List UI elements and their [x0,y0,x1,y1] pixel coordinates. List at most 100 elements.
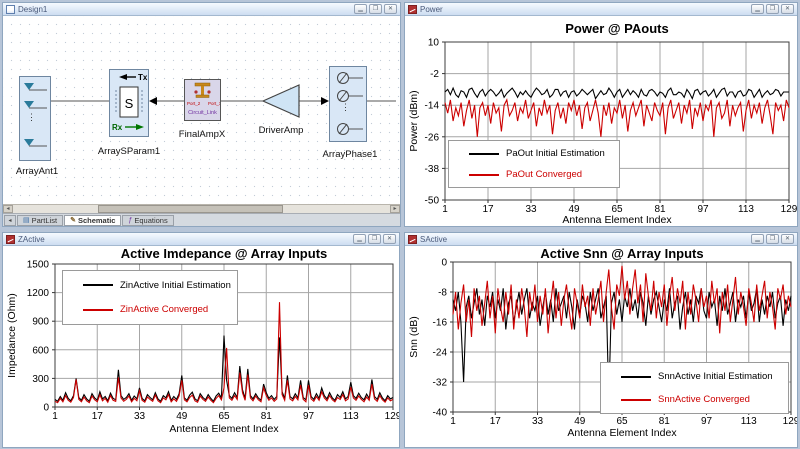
svg-text:1: 1 [450,416,456,427]
svg-text:17: 17 [490,416,502,427]
svg-text:Tx: Tx [138,73,148,82]
close-button[interactable]: ✕ [384,4,397,14]
component-array-ant1[interactable]: ⋮ [19,76,51,161]
svg-text:600: 600 [32,345,49,356]
design-doc-icon [6,4,15,14]
svg-text:49: 49 [176,411,188,422]
series-line [54,335,394,403]
chart-icon [6,234,15,244]
phase-shifter-array-icon [337,72,363,135]
minimize-button[interactable]: ▁ [353,234,366,244]
svg-text:-8: -8 [438,288,447,299]
svg-text:-14: -14 [425,101,440,112]
component-label: FinalAmpX [178,129,226,140]
svg-text:113: 113 [738,204,754,215]
zactive-legend[interactable]: ZinActive Initial Estimation ZinActive C… [62,270,238,325]
svg-text:1: 1 [52,411,58,422]
component-label: ArraySParam1 [97,146,161,157]
svg-text:Port_1: Port_1 [208,101,220,106]
minimize-button[interactable]: ▁ [751,234,764,244]
window-title: Power [420,4,443,14]
minimize-button[interactable]: ▁ [751,4,764,14]
svg-text:Rx: Rx [112,123,123,132]
sactive-window: SActive ▁ ❐ ✕ 1 17 33 49 65 81 97 113 129 0 -8 -16 -… [404,232,800,448]
component-label: ArrayPhase1 [322,149,378,160]
legend-label: SnnActive Converged [658,394,750,405]
series-line [54,302,394,404]
svg-text:129: 129 [783,416,797,427]
circuit-link-icon: Port_2 Port_1 Circuit_Link [187,82,222,116]
svg-text:81: 81 [261,411,273,422]
zactive-window: ZActive ▁ ❐ ✕ 1 17 33 49 65 81 97 113 129 1500 120… [2,232,402,448]
x-axis-label: Antenna Element Index [567,427,677,439]
tab-label: Schematic [77,215,116,225]
restore-button[interactable]: ❐ [766,234,779,244]
power-window: Power ▁ ❐ ✕ 1 17 33 49 65 81 97 113 129 10 -2 -14 -2… [404,2,798,227]
chart-title: Active Imdepance @ Array Inputs [121,246,328,261]
svg-text:-38: -38 [425,164,440,175]
svg-text:0: 0 [43,403,49,414]
restore-button[interactable]: ❐ [369,4,382,14]
restore-button[interactable]: ❐ [766,4,779,14]
scroll-thumb[interactable] [98,205,283,213]
svg-text:Port_2: Port_2 [187,101,201,106]
svg-text:65: 65 [218,411,230,422]
component-array-sparam1[interactable]: Tx S Rx [109,69,149,137]
legend-label: ZinActive Converged [120,304,209,316]
legend-row: PaOut Initial Estimation [469,148,619,159]
schematic-pencil-icon: ✎ [70,216,76,224]
svg-text:1500: 1500 [27,260,50,271]
legend-line-initial [621,375,651,378]
tab-equations[interactable]: ƒ Equations [122,215,174,226]
svg-text:65: 65 [616,416,628,427]
svg-text:113: 113 [741,416,757,427]
legend-label: ZinActive Initial Estimation [120,279,231,291]
svg-text:33: 33 [134,411,146,422]
wire-arrow-into-sparam [149,97,157,105]
close-button[interactable]: ✕ [781,4,794,14]
y-axis-label: Snn (dB) [408,316,420,357]
window-title: ZActive [18,234,45,244]
restore-button[interactable]: ❐ [368,234,381,244]
equations-icon: ƒ [128,216,133,224]
window-title: SActive [420,234,448,244]
scroll-right-button[interactable]: ▸ [390,205,400,213]
zactive-titlebar[interactable]: ZActive ▁ ❐ ✕ [3,233,399,246]
series-line [444,98,790,137]
component-final-ampx[interactable]: Port_2 Port_1 Circuit_Link [184,79,222,121]
sactive-chart-area: 1 17 33 49 65 81 97 113 129 0 -8 -16 -24 -32 -40 Antenn… [405,246,800,447]
svg-text:10: 10 [428,38,440,49]
wire-arrow-into-phase [321,97,329,105]
schematic-tab-bar: ◂ ▤ PartList ✎ Schematic ƒ Equations [3,213,400,226]
legend-label: SnnActive Initial Estimation [658,371,773,382]
scroll-left-button[interactable]: ◂ [3,205,13,213]
close-button[interactable]: ✕ [781,234,794,244]
svg-text:17: 17 [92,411,104,422]
svg-text:0: 0 [441,258,447,269]
legend-label: PaOut Converged [506,169,583,180]
minimize-button[interactable]: ▁ [354,4,367,14]
tab-partlist[interactable]: ▤ PartList [17,215,64,226]
svg-text:33: 33 [525,204,537,215]
horizontal-scrollbar[interactable]: ◂ ▸ [3,204,400,213]
legend-line-converged [83,308,113,311]
svg-text:97: 97 [303,411,315,422]
svg-text:900: 900 [32,317,49,328]
tab-scroll-button[interactable]: ◂ [4,215,16,226]
y-axis-label: Impedance (Ohm) [6,293,18,378]
sactive-titlebar[interactable]: SActive ▁ ❐ ✕ [405,233,797,246]
wires-layer [51,84,396,118]
svg-text:17: 17 [482,204,494,215]
sactive-legend[interactable]: SnnActive Initial Estimation SnnActive C… [600,362,789,414]
schematic-titlebar[interactable]: Design1 ▁ ❐ ✕ [3,3,400,16]
svg-text:81: 81 [654,204,666,215]
schematic-canvas[interactable]: ⋮ ArrayAnt1 Tx S Rx ArraySParam1 [3,16,400,204]
x-axis-label: Antenna Element Index [562,214,672,226]
tab-schematic[interactable]: ✎ Schematic [64,215,122,226]
power-titlebar[interactable]: Power ▁ ❐ ✕ [405,3,797,16]
component-array-phase1[interactable]: ⋮ [329,66,367,142]
driver-amp-triangle-icon[interactable] [261,84,300,118]
close-button[interactable]: ✕ [383,234,396,244]
power-legend[interactable]: PaOut Initial Estimation PaOut Converged [448,140,620,188]
svg-text:113: 113 [343,411,359,422]
